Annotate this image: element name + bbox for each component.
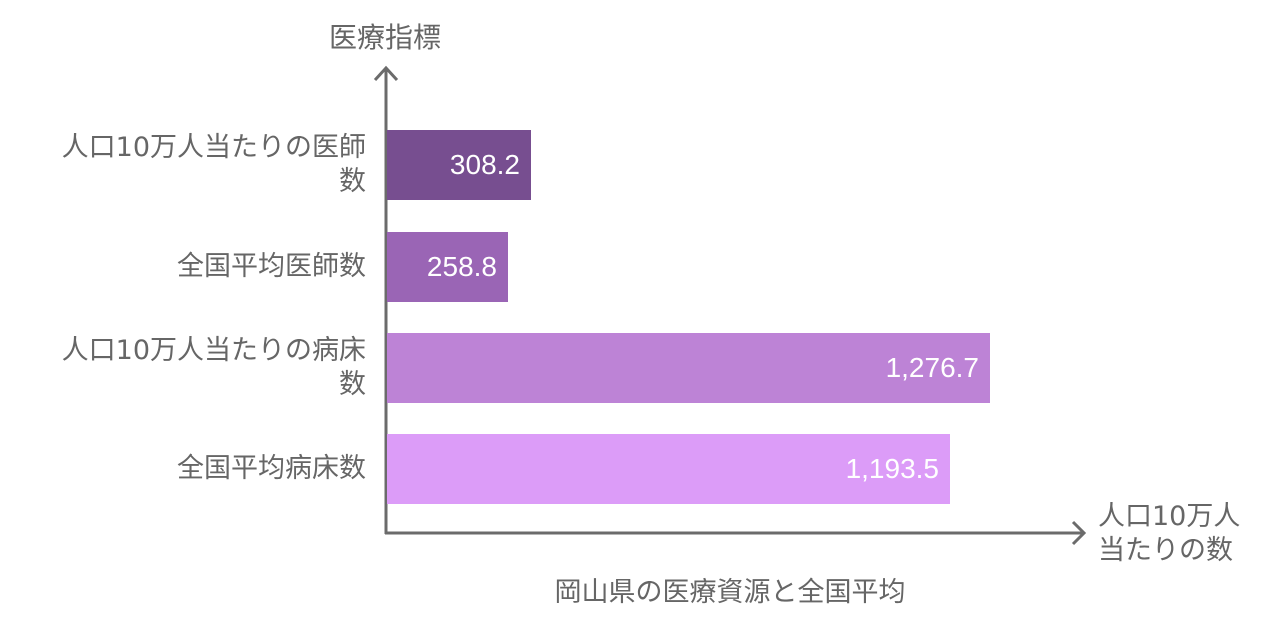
- category-label-line1: 人口10万人当たりの医師: [61, 132, 366, 163]
- x-axis-label-line2: 当たりの数: [1098, 535, 1233, 566]
- bar-value-label: 1,193.5: [845, 453, 939, 484]
- category-label-line2: 数: [339, 166, 366, 197]
- category-label-doctors-per-100k: 人口10万人当たりの医師 数: [6, 131, 366, 199]
- category-label-line1: 人口10万人当たりの病床: [61, 335, 366, 366]
- y-axis-arrow-icon: [373, 65, 399, 82]
- category-label-line1: 全国平均病床数: [177, 453, 366, 484]
- category-label-beds-per-100k: 人口10万人当たりの病床 数: [6, 334, 366, 402]
- bar-value-label: 308.2: [449, 149, 520, 180]
- x-axis-label: 人口10万人 当たりの数: [1098, 500, 1240, 568]
- category-label-line2: 数: [339, 369, 366, 400]
- bar-national-beds: 1,193.5: [387, 434, 950, 504]
- category-label-national-doctors: 全国平均医師数: [6, 250, 366, 284]
- chart-title: 岡山県の医療資源と全国平均: [554, 577, 906, 608]
- bar-beds-per-100k: 1,276.7: [387, 333, 990, 403]
- bar-national-doctors: 258.8: [387, 232, 508, 302]
- bar-doctors-per-100k: 308.2: [387, 130, 531, 200]
- y-axis-label: 医療指標: [328, 21, 441, 54]
- x-axis-arrow-icon: [1071, 520, 1087, 546]
- x-axis-label-line1: 人口10万人: [1098, 501, 1241, 532]
- bar-value-label: 258.8: [426, 251, 497, 282]
- bar-value-label: 1,276.7: [885, 352, 979, 383]
- category-label-line1: 全国平均医師数: [177, 251, 366, 282]
- category-label-national-beds: 全国平均病床数: [6, 452, 366, 486]
